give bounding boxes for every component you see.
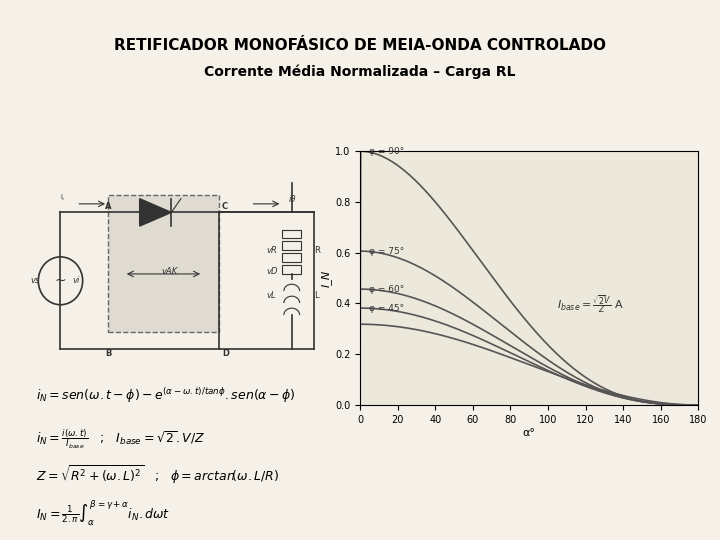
Text: vi: vi [73, 276, 80, 285]
Text: iθ: iθ [289, 195, 296, 204]
Text: C: C [222, 202, 228, 211]
Text: vAK: vAK [162, 267, 178, 276]
Text: i,: i, [60, 194, 65, 200]
Text: vs: vs [30, 276, 40, 285]
Text: $I_N = \frac{1}{2.\pi}\int_{\alpha}^{\beta=\gamma+\alpha} i_N.d\omega t$: $I_N = \frac{1}{2.\pi}\int_{\alpha}^{\be… [36, 498, 170, 527]
Text: φ = 60°: φ = 60° [369, 285, 405, 294]
Text: vR: vR [266, 246, 277, 255]
Text: A: A [105, 202, 112, 211]
Text: $i_N = \frac{i(\omega.t)}{I_{base}}$   ;   $I_{base} = \sqrt{2}.V/Z$: $i_N = \frac{i(\omega.t)}{I_{base}}$ ; $… [36, 428, 205, 451]
Bar [282, 253, 301, 262]
Bar [282, 241, 301, 250]
Text: ~: ~ [55, 274, 66, 288]
Text: RETIFICADOR MONOFÁSICO DE MEIA-ONDA CONTROLADO: RETIFICADOR MONOFÁSICO DE MEIA-ONDA CONT… [114, 38, 606, 53]
Text: D: D [222, 349, 229, 358]
X-axis label: α°: α° [523, 428, 536, 437]
Text: φ = 45°: φ = 45° [369, 303, 405, 313]
Text: $I_{base} = \frac{\sqrt{2}V}{Z}$ A: $I_{base} = \frac{\sqrt{2}V}{Z}$ A [557, 293, 624, 315]
Text: vD: vD [266, 267, 278, 276]
Bar [108, 195, 219, 332]
Text: L: L [314, 291, 318, 300]
Text: $i_N = sen(\omega.t - \phi) - e^{(\alpha - \omega.t)/tan\phi}.sen(\alpha - \phi): $i_N = sen(\omega.t - \phi) - e^{(\alpha… [36, 386, 296, 404]
Text: B: B [105, 349, 111, 358]
Text: φ = 90°: φ = 90° [369, 147, 405, 156]
Text: φ = 75°: φ = 75° [369, 247, 405, 255]
Bar [282, 266, 301, 274]
Polygon shape [140, 199, 171, 226]
Text: $Z = \sqrt{R^2 + (\omega.L)^2}$   ;   $\phi = arctan\!\left(\omega.L/R\right)$: $Z = \sqrt{R^2 + (\omega.L)^2}$ ; $\phi … [36, 463, 279, 485]
Bar [282, 230, 301, 238]
Text: Corrente Média Normalizada – Carga RL: Corrente Média Normalizada – Carga RL [204, 65, 516, 79]
Text: R: R [314, 246, 320, 255]
Y-axis label: I_N: I_N [321, 269, 332, 287]
Text: vL: vL [266, 291, 276, 300]
